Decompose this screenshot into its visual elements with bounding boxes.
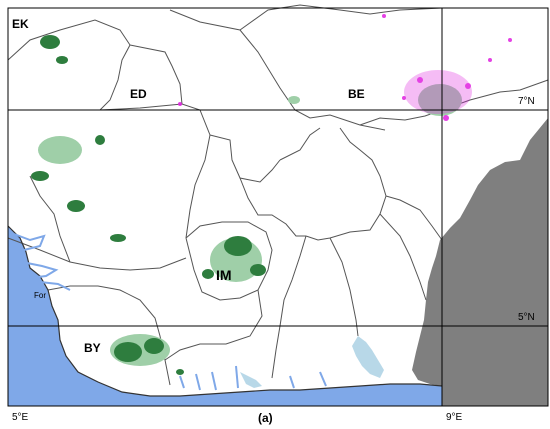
magenta-dot-4 [488, 58, 492, 62]
vegetation-patches [31, 35, 462, 375]
sea-area [8, 226, 442, 406]
grid-label-5n: 5°N [518, 312, 535, 323]
state-label-by: BY [84, 341, 101, 355]
magenta-dot-8 [178, 102, 182, 106]
place-label-forcados: For [34, 291, 46, 300]
neighbor-country-cameroon [412, 118, 548, 406]
vegetation-patch-ed-light [38, 136, 82, 164]
vegetation-patch-by-1 [114, 342, 142, 362]
vegetation-patch-im-3 [202, 269, 214, 279]
magenta-dot-3 [465, 83, 471, 89]
state-label-ed: ED [130, 87, 147, 101]
vegetation-patch-by-2 [144, 338, 164, 354]
map-frame [7, 7, 549, 407]
vegetation-patch-ed-2 [67, 200, 85, 212]
magenta-dot-6 [402, 96, 406, 100]
vegetation-patch-ed-4 [110, 234, 126, 242]
magenta-dot-7 [382, 14, 386, 18]
vegetation-patch-ek-2 [56, 56, 68, 64]
magenta-cluster-core [404, 70, 472, 114]
vegetation-patch-ed-3 [95, 135, 105, 145]
delta-creeks [13, 233, 327, 391]
vegetation-patch-be-1 [288, 96, 300, 104]
state-label-be: BE [348, 87, 365, 101]
vegetation-patch-im-2 [250, 264, 266, 276]
magenta-cluster [178, 14, 512, 121]
grid-label-7n: 7°N [518, 96, 535, 107]
state-label-im: IM [216, 267, 232, 283]
cross-river-estuary [352, 336, 384, 378]
magenta-dot-2 [443, 115, 449, 121]
vegetation-patch-by-3 [176, 369, 184, 375]
state-label-ek: EK [12, 17, 29, 31]
grid-label-9e: 9°E [446, 412, 463, 423]
magenta-dot-1 [417, 77, 423, 83]
coastline [7, 225, 443, 397]
vegetation-patch-ek [40, 35, 60, 49]
magenta-dot-5 [508, 38, 512, 42]
bonny-estuary [240, 372, 262, 388]
vegetation-patch-be-light [418, 84, 462, 116]
grid-label-5e: 5°E [12, 412, 29, 423]
panel-label: (a) [258, 411, 273, 425]
vegetation-patch-im-1 [224, 236, 252, 256]
vegetation-patch-ed-1 [31, 171, 49, 181]
